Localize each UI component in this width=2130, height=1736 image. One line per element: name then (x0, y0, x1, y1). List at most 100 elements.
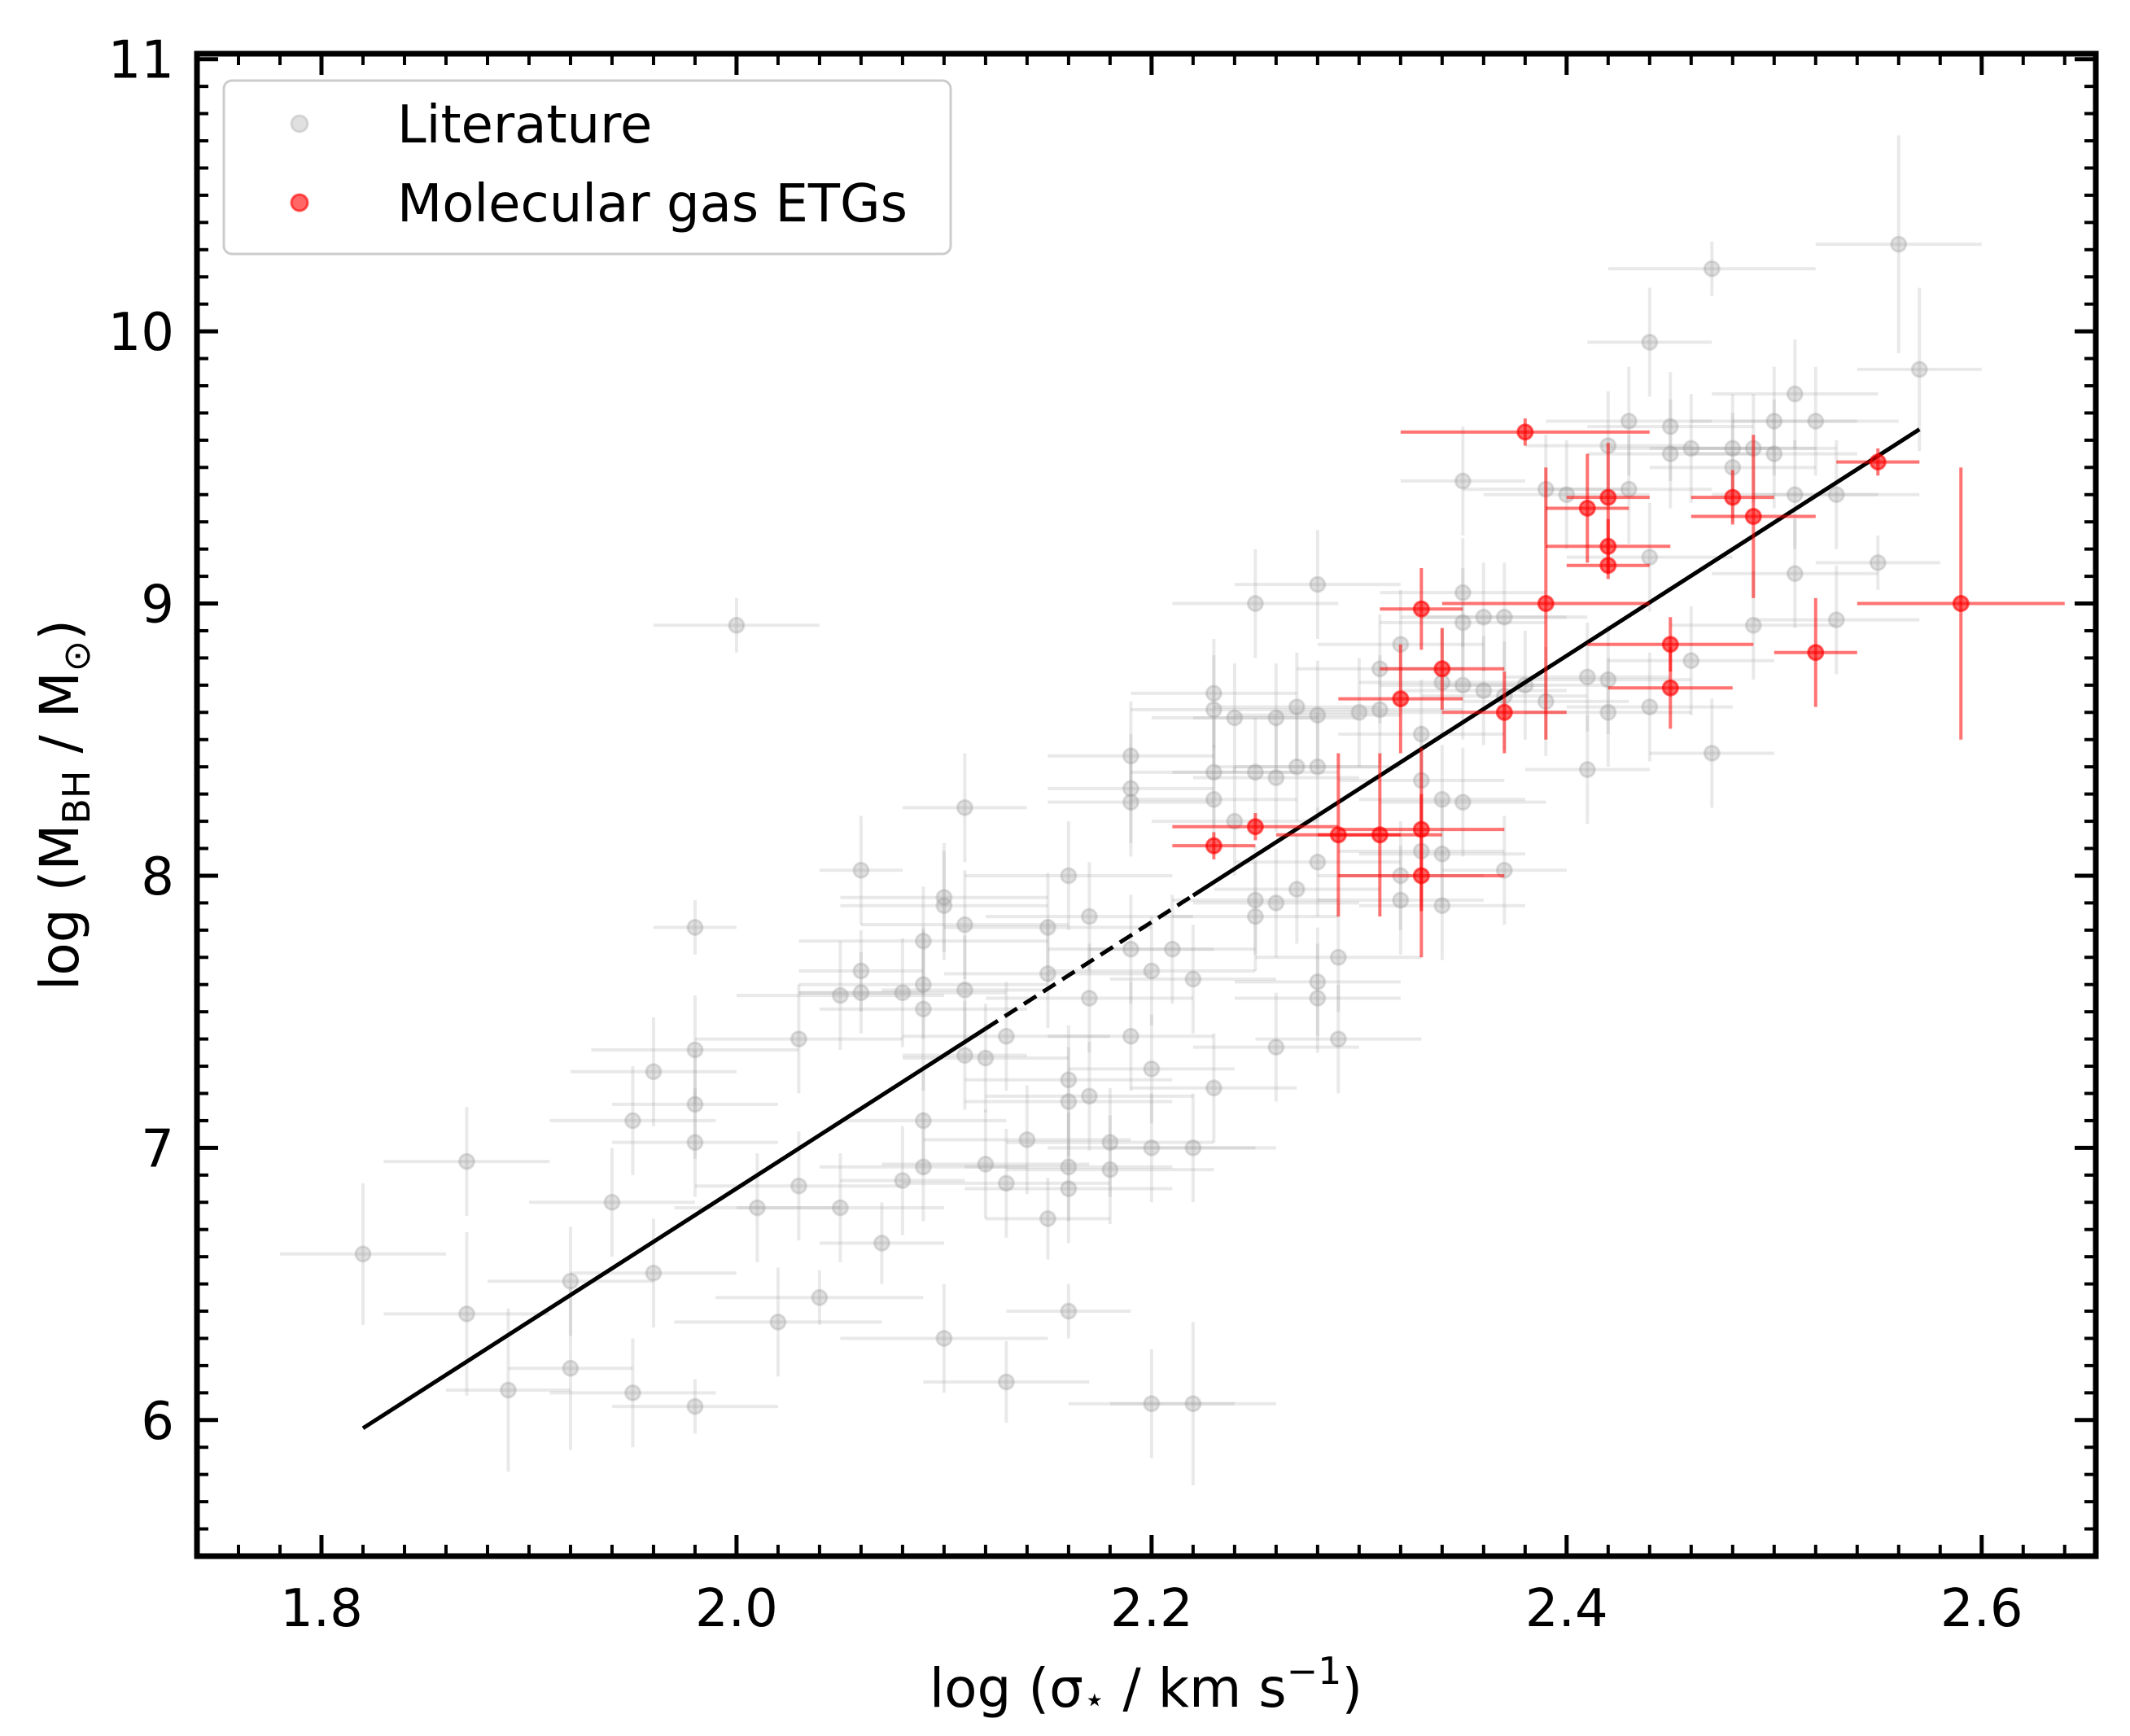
molecular-point (1433, 660, 1451, 678)
molecular-point (1599, 557, 1617, 575)
literature-point (1433, 845, 1451, 863)
literature-point (1454, 676, 1472, 694)
molecular-point (1952, 595, 1970, 613)
literature-point (645, 1063, 663, 1081)
literature-point (1578, 668, 1596, 686)
literature-point (1246, 595, 1264, 613)
literature-point (1454, 614, 1472, 632)
literature-point (956, 981, 973, 999)
literature-point (1163, 940, 1181, 958)
literature-point (1433, 897, 1451, 915)
literature-point (1060, 1093, 1078, 1111)
literature-point (1060, 1302, 1078, 1320)
molecular-point (1807, 644, 1825, 662)
molecular-point (1661, 636, 1679, 654)
y-tick-label: 7 (141, 1119, 174, 1179)
literature-point (935, 889, 953, 907)
literature-point (1620, 412, 1638, 430)
literature-point (1143, 962, 1161, 980)
literature-point (1724, 439, 1742, 457)
molecular-point (1246, 818, 1264, 836)
literature-point (1205, 1079, 1222, 1097)
literature-point (1495, 861, 1513, 879)
literature-point (686, 1095, 704, 1113)
literature-point (1682, 652, 1700, 670)
literature-point (1599, 671, 1617, 689)
literature-point (1371, 701, 1389, 719)
literature-point (997, 1027, 1015, 1045)
literature-point (956, 798, 973, 816)
literature-point (935, 897, 953, 915)
molecular-point (1516, 423, 1534, 441)
literature-point (562, 1359, 580, 1377)
molecular-point (1537, 595, 1555, 613)
literature-point (1226, 812, 1244, 830)
literature-point (1454, 794, 1472, 811)
literature-point (977, 1155, 995, 1173)
literature-point (1454, 584, 1472, 601)
literature-point (1641, 333, 1659, 351)
plot-frame (194, 50, 2099, 1559)
literature-point (457, 1305, 475, 1323)
y-axis-label: log (MBH / M⊙) (28, 619, 98, 990)
literature-point (1682, 439, 1700, 457)
literature-point (1143, 1060, 1161, 1078)
literature-point (562, 1272, 580, 1290)
literature-point (914, 1000, 932, 1018)
literature-point (499, 1381, 517, 1399)
molecular-point (1724, 488, 1742, 506)
literature-point (1060, 867, 1078, 885)
literature-point (1143, 1139, 1161, 1157)
y-tick-label: 10 (108, 303, 174, 363)
literature-point (1184, 1395, 1202, 1413)
legend-marker-literature (290, 114, 309, 133)
literature-point (1226, 709, 1244, 727)
literature-point (1122, 1027, 1139, 1045)
literature-point (1205, 790, 1222, 808)
literature-point (1288, 881, 1306, 899)
literature-point (1205, 763, 1222, 781)
literature-point (1267, 894, 1285, 912)
literature-point (728, 616, 746, 634)
literature-point (789, 1177, 807, 1195)
literature-point (1246, 763, 1264, 781)
literature-point (831, 986, 849, 1004)
x-tick-label: 2.2 (1110, 1579, 1193, 1639)
legend-box (222, 79, 952, 256)
literature-point (1807, 412, 1825, 430)
literature-point (873, 1234, 890, 1252)
literature-point (1018, 1130, 1036, 1148)
literature-point (623, 1384, 641, 1401)
x-axis-label: log (σ⋆ / km s−1) (929, 1649, 1362, 1721)
literature-point (1641, 698, 1659, 716)
literature-point (1495, 608, 1513, 626)
literature-point (1205, 701, 1222, 719)
legend: Literature Molecular gas ETGs (222, 79, 952, 256)
literature-point (1309, 575, 1327, 593)
literature-point (956, 1047, 973, 1065)
literature-point (1599, 703, 1617, 721)
literature-point (1454, 472, 1472, 490)
fit-line-lower (361, 1026, 987, 1430)
y-tick-labels: 6 7 8 9 10 11 (108, 31, 174, 1452)
molecular-errorbars (1172, 418, 2065, 958)
fit-line-upper (1192, 427, 1921, 898)
literature-point (1080, 1087, 1098, 1105)
x-tick-label: 2.0 (695, 1579, 778, 1639)
literature-point (686, 1041, 704, 1059)
fit-line-dashed (984, 894, 1195, 1030)
literature-point (1703, 744, 1721, 762)
literature-point (1288, 758, 1306, 776)
literature-point (1101, 1161, 1119, 1178)
literature-point (1080, 907, 1098, 925)
literature-point (1392, 891, 1410, 909)
literature-point (1309, 758, 1327, 776)
literature-point (645, 1264, 663, 1282)
literature-point (1122, 940, 1139, 958)
molecular-point (1412, 820, 1430, 838)
literature-point (1641, 549, 1659, 566)
x-tick-label: 2.6 (1940, 1579, 2023, 1639)
literature-point (1060, 1180, 1078, 1198)
literature-point (1558, 486, 1576, 504)
